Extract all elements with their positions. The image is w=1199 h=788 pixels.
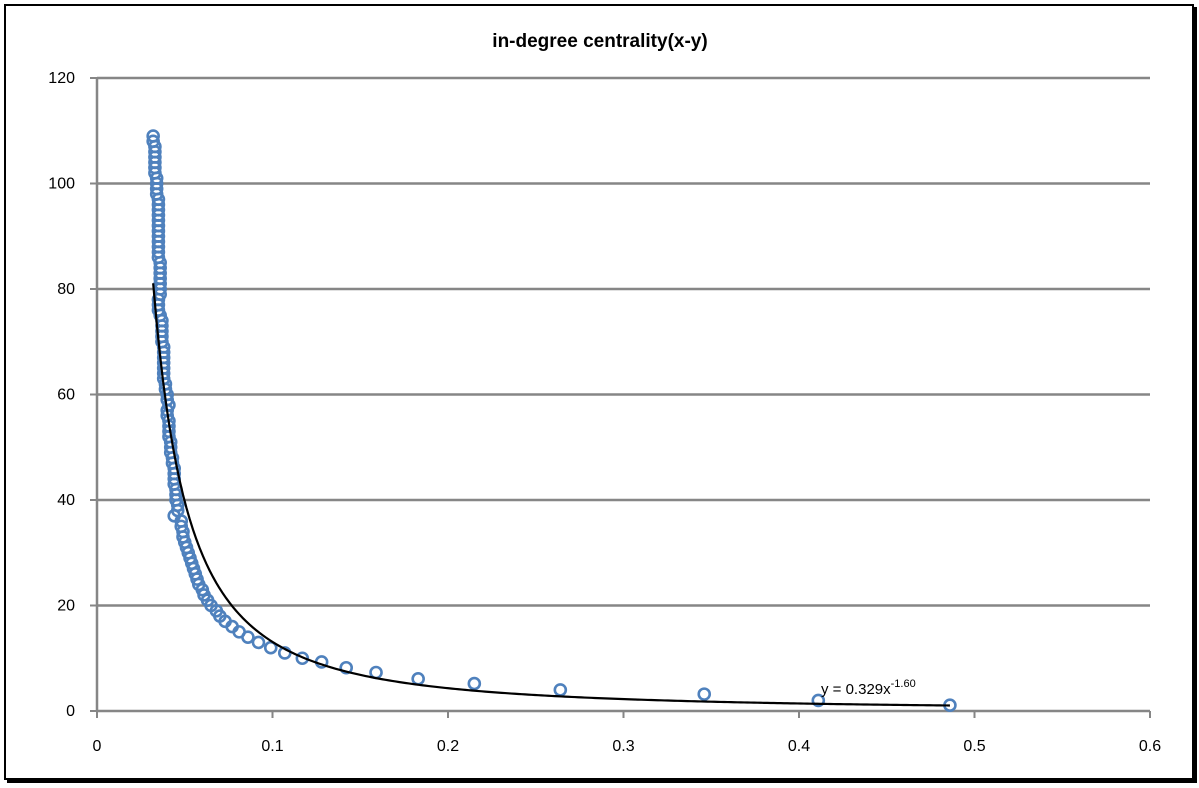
data-point — [811, 693, 826, 708]
y-tick-label: 100 — [48, 176, 75, 193]
power-trendline — [152, 283, 950, 707]
chart-title: in-degree centrality(x-y) — [492, 31, 707, 52]
y-tick-labels: 0 20 40 60 80 100 120 — [48, 70, 75, 720]
x-tick-label: 0.2 — [437, 738, 459, 755]
y-tick-label: 60 — [57, 387, 75, 404]
chart-frame — [4, 4, 1194, 780]
data-point — [697, 687, 712, 701]
data-point — [339, 660, 354, 675]
axes — [90, 77, 1151, 718]
x-tick-label: 0.1 — [261, 738, 283, 755]
trendline-equation-exponent: -1.60 — [891, 678, 916, 690]
x-tick-label: 0.5 — [963, 738, 985, 755]
x-tick-label: 0.6 — [1139, 738, 1161, 755]
data-point — [553, 683, 568, 697]
data-point — [295, 651, 310, 666]
y-tick-label: 80 — [57, 281, 75, 298]
gridlines — [97, 76, 1150, 607]
x-tick-labels: 0 0.1 0.2 0.3 0.4 0.5 0.6 — [93, 738, 1162, 755]
x-tick-label: 0.4 — [788, 738, 810, 755]
data-point — [263, 640, 278, 655]
y-tick-label: 40 — [57, 492, 75, 509]
data-point — [411, 672, 425, 686]
y-tick-label: 0 — [66, 703, 75, 720]
data-point — [241, 630, 255, 644]
data-points — [146, 129, 957, 712]
x-tick-label: 0.3 — [612, 738, 634, 755]
trendline-equation-base: y = 0.329x — [821, 681, 891, 698]
y-tick-label: 20 — [57, 598, 75, 615]
data-point — [251, 635, 266, 650]
x-tick-label: 0 — [93, 738, 102, 755]
data-point — [467, 676, 482, 691]
trendline-equation: y = 0.329x-1.60 — [821, 678, 916, 698]
y-tick-label: 120 — [48, 70, 75, 87]
